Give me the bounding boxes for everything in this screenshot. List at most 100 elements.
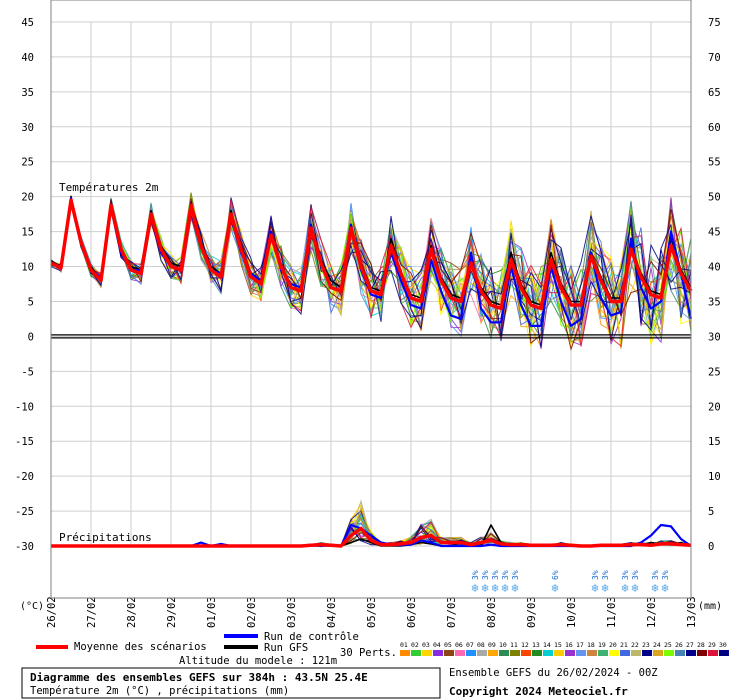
x-tick-label: 13/03: [686, 596, 698, 628]
pert-legend-id: 12: [521, 641, 529, 649]
pert-legend-swatch: [400, 650, 410, 656]
pert-legend-swatch: [455, 650, 465, 656]
pert-legend-id: 15: [554, 641, 562, 649]
x-tick-label: 12/03: [646, 596, 658, 628]
pert-legend-swatch: [444, 650, 454, 656]
pert-legend-id: 20: [609, 641, 617, 649]
x-tick-label: 04/03: [326, 596, 338, 628]
pert-legend-swatch: [543, 650, 553, 656]
pert-legend-swatch: [653, 650, 663, 656]
pert-legend-swatch: [708, 650, 718, 656]
pert-legend-id: 09: [488, 641, 496, 649]
snow-probability-label: 3%: [491, 570, 500, 580]
pert-legend-id: 01: [400, 641, 408, 649]
perturbation-temp-line: [50, 197, 692, 342]
y-left-tick-label: 25: [21, 157, 34, 169]
pert-legend-id: 26: [675, 641, 683, 649]
pert-legend-id: 23: [642, 641, 650, 649]
y-left-tick-label: -15: [15, 436, 34, 448]
series-temp-line: [50, 198, 693, 311]
model-altitude: Altitude du modele : 121m: [179, 655, 337, 667]
pert-legend-swatch: [642, 650, 652, 656]
x-tick-label: 26/02: [46, 596, 58, 628]
snowflake-icon: ❄: [471, 581, 478, 595]
pert-legend-swatch: [664, 650, 674, 656]
right-axis-unit: (mm): [698, 601, 722, 612]
x-tick-label: 06/03: [406, 596, 418, 628]
pert-legend-id: 30: [719, 641, 727, 649]
y-right-tick-label: 15: [708, 436, 721, 448]
y-left-tick-label: 40: [21, 52, 34, 64]
legend-control-label: Run de contrôle: [264, 631, 359, 643]
x-tick-label: 29/02: [166, 596, 178, 628]
pert-legend-swatch: [598, 650, 608, 656]
snowflake-icon: ❄: [491, 581, 498, 595]
y-left-tick-label: 35: [21, 87, 34, 99]
x-tick-label: 02/03: [246, 596, 258, 628]
snowflake-icon: ❄: [591, 581, 598, 595]
pert-legend-swatch: [488, 650, 498, 656]
pert-legend-id: 25: [664, 641, 672, 649]
pert-legend-id: 17: [576, 641, 584, 649]
y-right-tick-label: 40: [708, 262, 721, 274]
series-precip-line: [51, 526, 692, 548]
y-left-tick-label: 15: [21, 227, 34, 239]
pert-legend-swatch: [587, 650, 597, 656]
pert-legend-id: 05: [444, 641, 452, 649]
y-right-tick-label: 0: [708, 541, 714, 553]
y-right-tick-label: 65: [708, 87, 721, 99]
perturbation-legend: 01 02 03 04 05 06 07 08 09 10 11 12 13 14 15 16 17 18 19 20…: [400, 641, 729, 656]
pert-legend-id: 13: [532, 641, 540, 649]
snowflake-icon: ❄: [661, 581, 668, 595]
x-tick-label: 03/03: [286, 596, 298, 628]
pert-legend-swatch: [499, 650, 509, 656]
pert-legend-id: 27: [686, 641, 694, 649]
precipitation-section-label: Précipitations: [59, 531, 152, 544]
chart-title: Diagramme des ensembles GEFS sur 384h : …: [30, 671, 368, 684]
snowflake-icon: ❄: [631, 581, 638, 595]
pert-legend-swatch: [510, 650, 520, 656]
y-left-tick-label: 30: [21, 122, 34, 134]
pert-legend-id: 10: [499, 641, 507, 649]
snow-probability-label: 3%: [481, 570, 490, 580]
pert-legend-swatch: [686, 650, 696, 656]
pert-legend-swatch: [719, 650, 729, 656]
snow-probability-label: 3%: [501, 570, 510, 580]
snow-probability-label: 3%: [651, 570, 660, 580]
y-left-tick-label: 45: [21, 17, 34, 29]
y-left-tick-label: -10: [15, 401, 34, 413]
y-right-tick-label: 60: [708, 122, 721, 134]
pert-legend-id: 06: [455, 641, 463, 649]
pert-legend-swatch: [521, 650, 531, 656]
pert-legend-swatch: [433, 650, 443, 656]
y-right-tick-label: 45: [708, 227, 721, 239]
legend-mean-label: Moyenne des scénarios: [74, 641, 207, 653]
snow-probability-label: 3%: [621, 570, 630, 580]
x-tick-label: 28/02: [126, 596, 138, 628]
x-tick-label: 09/03: [526, 596, 538, 628]
y-right-tick-label: 75: [708, 17, 721, 29]
chart-subtitle: Température 2m (°C) , précipitations (mm…: [30, 685, 289, 697]
y-right-tick-label: 35: [708, 296, 721, 308]
snow-probability-label: 3%: [511, 570, 520, 580]
y-left-tick-label: -20: [15, 471, 34, 483]
y-left-tick-label: 0: [28, 331, 34, 343]
axes: 26/02 27/02 28/02 29/02 01/03 02/03 03/03 04/03…: [15, 0, 721, 628]
pert-legend-id: 02: [411, 641, 419, 649]
snowflake-icon: ❄: [621, 581, 628, 595]
snowflake-icon: ❄: [601, 581, 608, 595]
snowflake-icon: ❄: [511, 581, 518, 595]
pert-legend-swatch: [609, 650, 619, 656]
x-tick-label: 01/03: [206, 596, 218, 628]
y-right-tick-label: 70: [708, 52, 721, 64]
snowflake-icon: ❄: [501, 581, 508, 595]
y-right-tick-label: 5: [708, 506, 714, 518]
x-tick-label: 08/03: [486, 596, 498, 628]
x-tick-label: 10/03: [566, 596, 578, 628]
y-right-tick-label: 20: [708, 401, 721, 413]
temperature-section-label: Températures 2m: [59, 181, 159, 194]
pert-legend-swatch: [477, 650, 487, 656]
legend-perts-label: 30 Perts.: [340, 647, 397, 659]
pert-legend-swatch: [697, 650, 707, 656]
